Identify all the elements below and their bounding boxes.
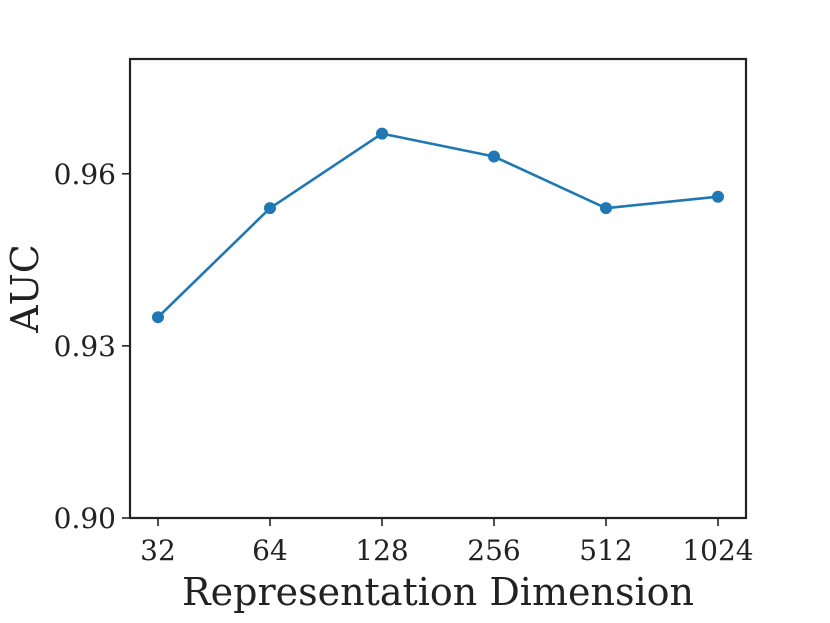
data-point-64 [264, 202, 276, 215]
x-axis-ticks: 32 64 128 256 512 1024 [140, 518, 754, 567]
x-tick-label-1024: 1024 [682, 534, 753, 567]
x-tick-label-512: 512 [579, 534, 632, 567]
series-layer [152, 127, 724, 324]
y-tick-label-0.96: 0.96 [54, 158, 116, 191]
x-tick-label-128: 128 [355, 534, 408, 567]
axes-frame [128, 57, 748, 520]
data-point-256 [488, 150, 500, 163]
series-line-0 [157, 132, 719, 319]
y-axis-ticks: 0.90 0.93 0.96 [54, 158, 130, 535]
y-tick-label-0.93: 0.93 [54, 330, 116, 363]
data-point-128 [376, 127, 388, 140]
x-tick-label-64: 64 [252, 534, 288, 567]
data-point-512 [600, 202, 612, 215]
x-tick-label-256: 256 [467, 534, 520, 567]
data-point-1024 [712, 190, 724, 203]
y-tick-label-0.90: 0.90 [54, 502, 116, 535]
y-axis-title: AUC [3, 244, 47, 334]
x-axis-title: Representation Dimension [182, 570, 694, 614]
x-tick-label-32: 32 [140, 534, 176, 567]
data-point-32 [152, 311, 164, 324]
